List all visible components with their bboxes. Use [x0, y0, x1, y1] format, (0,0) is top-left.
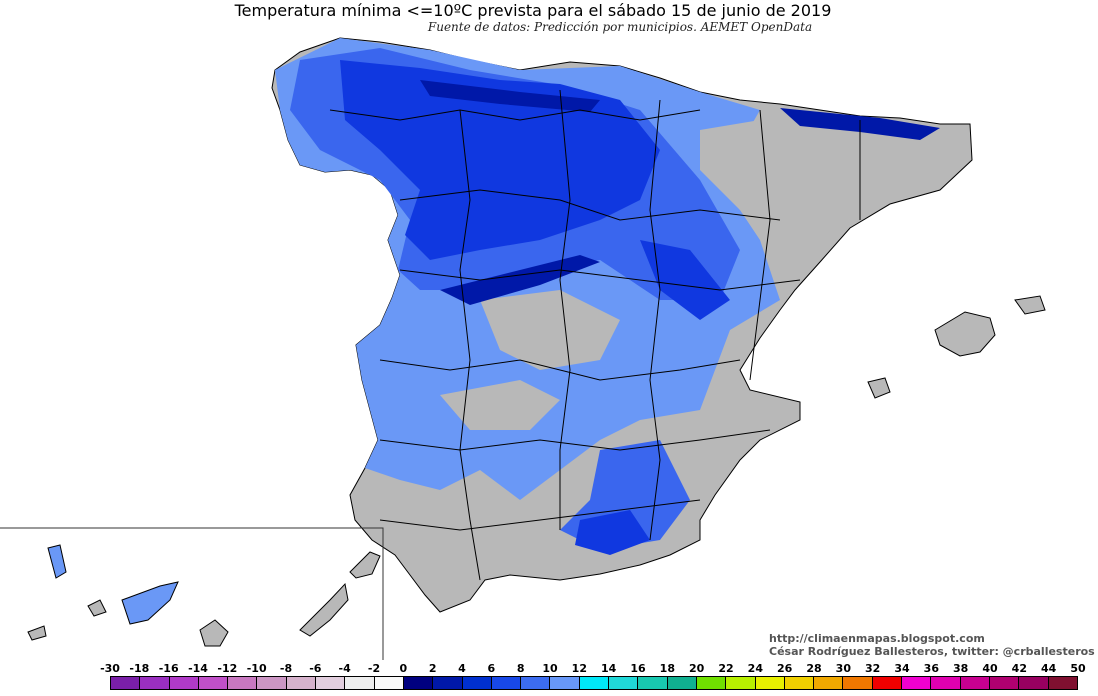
legend-swatch [111, 677, 141, 689]
legend-swatch [843, 677, 873, 689]
credit-author: César Rodríguez Ballesteros, twitter: @c… [769, 645, 1095, 658]
legend-tick-label: 12 [571, 662, 587, 675]
legend-swatch [667, 677, 697, 689]
legend-swatch [521, 677, 551, 689]
warm-patch-tajo [480, 290, 620, 370]
legend-tick-label: -18 [129, 662, 150, 675]
legend-tick-label: 30 [835, 662, 851, 675]
island-tenerife [121, 581, 179, 625]
legend-swatch [931, 677, 961, 689]
island-mallorca [934, 311, 996, 357]
credit-url: http://climaenmapas.blogspot.com [769, 632, 985, 645]
spain-min-temperature-map [0, 37, 1046, 660]
legend-tick-label: 18 [659, 662, 675, 675]
legend-swatch [814, 677, 844, 689]
darkest-blue-cantabrian-peaks [420, 80, 600, 112]
legend-tick-label: 2 [428, 662, 437, 675]
map-title: Temperatura mínima <=10ºC prevista para … [234, 1, 832, 20]
legend-tick-label: 42 [1011, 662, 1027, 675]
legend-swatch [872, 677, 903, 689]
legend-swatch [902, 677, 932, 689]
legend-tick-label: 38 [953, 662, 969, 675]
legend-tick-label: 50 [1070, 662, 1086, 675]
legend-swatch [316, 677, 346, 689]
legend-swatch [579, 677, 610, 689]
legend-tick-label: 16 [630, 662, 646, 675]
legend-swatch [228, 677, 258, 689]
legend-tick-label: -12 [217, 662, 238, 675]
legend-swatch [345, 677, 375, 689]
legend-swatch [696, 677, 727, 689]
legend-tick-label: 44 [1041, 662, 1057, 675]
legend-swatch [374, 677, 404, 689]
legend-tick-label: 24 [747, 662, 763, 675]
legend-swatch [169, 677, 199, 689]
legend-swatch [1048, 677, 1077, 689]
legend-labels: -30 -18 -16 -14 -12 -10 -8 -6 -4 -2 0 2 4 6 8 10 12 14 16 1… [0, 662, 1098, 676]
legend-swatch [638, 677, 668, 689]
legend-tick-label: -6 [309, 662, 322, 675]
legend-tick-label: -16 [158, 662, 179, 675]
legend-tick-label: -14 [188, 662, 208, 675]
legend-tick-label: 14 [601, 662, 617, 675]
legend-swatch [491, 677, 522, 689]
legend-tick-label: -30 [100, 662, 120, 675]
island-fuerteventura [299, 582, 349, 637]
legend-tick-label: 4 [458, 662, 466, 675]
legend-tick-label: 6 [487, 662, 496, 675]
legend-tick-label: 20 [689, 662, 705, 675]
deep-blue-iberian-range [640, 240, 730, 320]
legend-swatch [784, 677, 815, 689]
island-ibiza [867, 377, 891, 399]
legend-tick-label: 26 [777, 662, 793, 675]
legend-tick-label: 28 [806, 662, 822, 675]
legend-tick-label: -4 [338, 662, 351, 675]
legend-tick-label: 40 [982, 662, 998, 675]
warm-patch-guadiana [440, 380, 560, 430]
island-la-gomera [87, 599, 107, 617]
island-menorca [1014, 295, 1046, 315]
legend-swatch [609, 677, 639, 689]
legend-swatch [403, 677, 434, 689]
legend-swatch [1019, 677, 1049, 689]
legend-swatch [462, 677, 492, 689]
legend-tick-label: -2 [367, 662, 381, 675]
legend-tick-label: 32 [865, 662, 881, 675]
map-subtitle: Fuente de datos: Predicción por municipi… [427, 20, 813, 34]
island-la-palma [47, 544, 67, 579]
warm-patch-ebro [700, 120, 820, 230]
legend-tick-label: 34 [894, 662, 910, 675]
legend-tick-label: 22 [718, 662, 734, 675]
darkest-blue-central-system [440, 255, 600, 305]
legend-swatch [550, 677, 580, 689]
legend-swatch [960, 677, 990, 689]
legend-swatch [755, 677, 785, 689]
legend-swatch [726, 677, 756, 689]
canary-inset-frame [0, 527, 384, 660]
legend-swatch [433, 677, 463, 689]
legend-tick-label: 8 [516, 662, 525, 675]
legend-swatch [140, 677, 170, 689]
legend-swatch [989, 677, 1020, 689]
island-lanzarote [349, 551, 381, 579]
legend-swatch [257, 677, 287, 689]
legend-tick-label: 36 [923, 662, 939, 675]
legend-tick-label: -10 [246, 662, 267, 675]
island-el-hierro [27, 625, 47, 641]
legend-swatch [198, 677, 229, 689]
deep-blue-sierra-nevada [575, 510, 650, 555]
province-borders [329, 89, 861, 581]
island-gran-canaria [199, 619, 229, 647]
legend-tick-label: -8 [279, 662, 293, 675]
legend-swatch [286, 677, 317, 689]
legend-tick-label: 0 [399, 662, 408, 675]
legend-color-bar [110, 676, 1078, 690]
legend-tick-label: 10 [542, 662, 558, 675]
